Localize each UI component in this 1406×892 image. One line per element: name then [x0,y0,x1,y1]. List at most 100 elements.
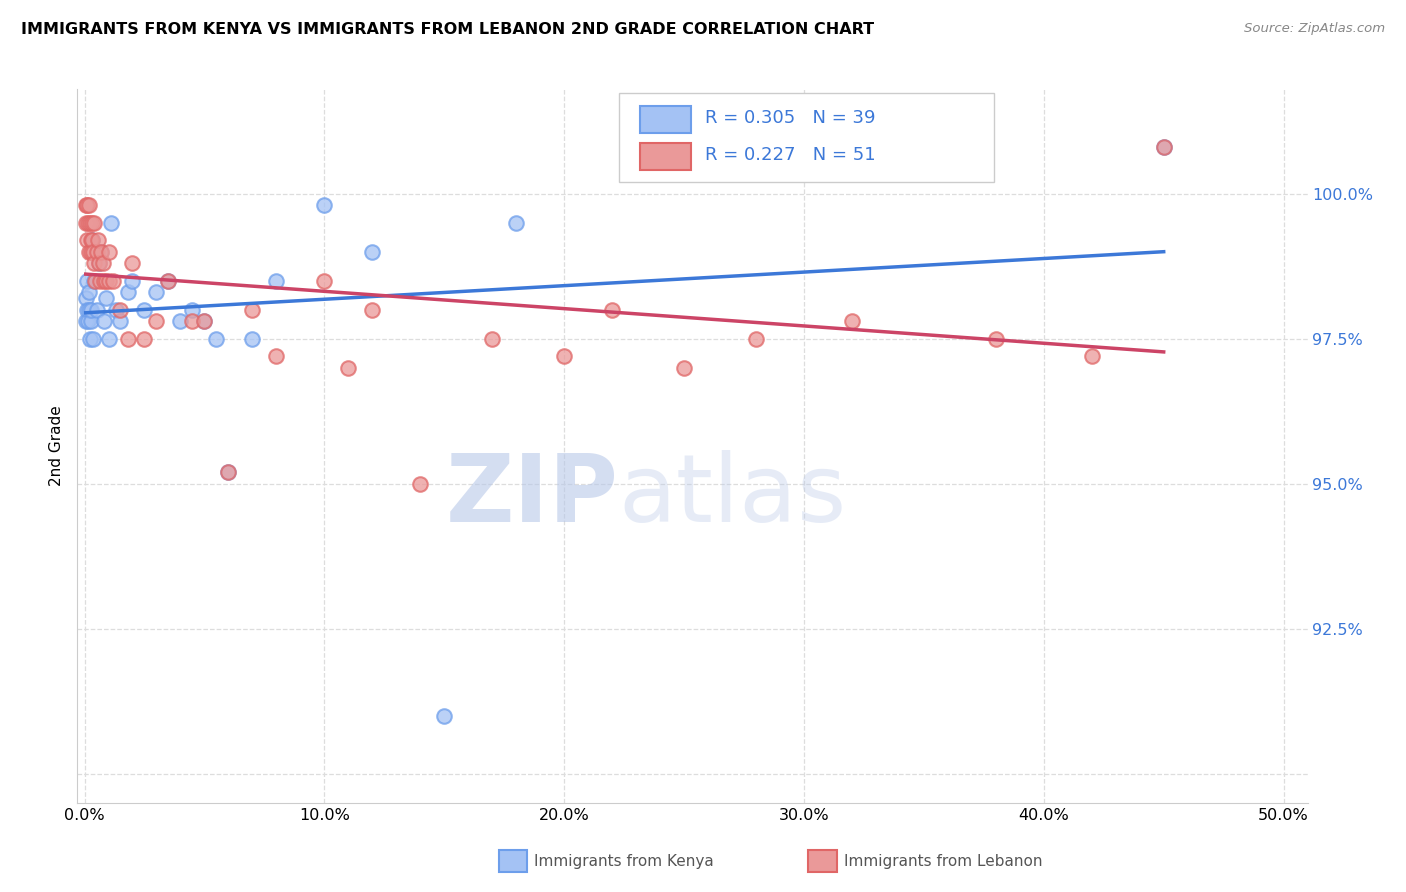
Point [409,476,432,491]
Point [75,198,97,212]
Point [841,314,863,328]
Point [97,244,120,259]
Point [84,274,107,288]
Point [217,465,239,479]
Point [83,216,105,230]
Point [86,233,108,247]
Point [80,302,103,317]
Point [76,302,98,317]
Point [75,291,97,305]
Point [361,244,384,259]
FancyBboxPatch shape [619,93,994,182]
Point [93,314,115,328]
Point [553,349,575,363]
Point [145,285,167,300]
Text: Source: ZipAtlas.com: Source: ZipAtlas.com [1244,22,1385,36]
Point [110,314,132,328]
Y-axis label: 2nd Grade: 2nd Grade [49,406,65,486]
Point [80,233,103,247]
Point [673,360,696,375]
Point [79,198,101,212]
Point [79,216,101,230]
Point [76,233,98,247]
Point [75,216,97,230]
Text: Immigrants from Lebanon: Immigrants from Lebanon [844,854,1042,869]
Point [984,332,1007,346]
Point [80,244,103,259]
Point [169,314,191,328]
Point [600,302,623,317]
Point [93,274,115,288]
Point [77,285,100,300]
Point [82,332,104,346]
Point [104,302,127,317]
Point [76,198,98,212]
FancyBboxPatch shape [640,143,692,170]
Point [103,274,125,288]
Point [79,302,101,317]
Point [75,314,97,328]
Point [91,256,114,270]
Point [1080,349,1102,363]
Point [121,274,143,288]
Point [83,256,105,270]
Point [181,314,204,328]
Point [314,274,336,288]
Point [77,216,100,230]
Point [481,332,503,346]
Point [134,302,156,317]
Point [87,256,110,270]
Point [157,274,180,288]
Point [97,274,120,288]
Point [79,314,101,328]
Point [314,198,336,212]
Point [77,314,100,328]
Point [94,291,117,305]
Point [1153,140,1175,154]
FancyBboxPatch shape [640,106,692,133]
Point [193,314,215,328]
Point [82,233,104,247]
Point [87,256,110,270]
Point [745,332,768,346]
Text: atlas: atlas [619,450,846,542]
Point [217,465,239,479]
Point [505,216,527,230]
Point [82,244,104,259]
Point [117,285,139,300]
Point [94,274,117,288]
Point [433,708,456,723]
Point [134,332,156,346]
Point [1153,140,1175,154]
Text: IMMIGRANTS FROM KENYA VS IMMIGRANTS FROM LEBANON 2ND GRADE CORRELATION CHART: IMMIGRANTS FROM KENYA VS IMMIGRANTS FROM… [21,22,875,37]
Point [157,274,180,288]
Point [117,332,139,346]
Point [97,332,120,346]
Point [361,302,384,317]
Text: Immigrants from Kenya: Immigrants from Kenya [534,854,714,869]
Point [79,332,101,346]
Point [90,244,112,259]
Point [242,332,264,346]
Point [193,314,215,328]
Point [79,233,101,247]
Text: R = 0.227   N = 51: R = 0.227 N = 51 [704,146,876,164]
Point [86,244,108,259]
Point [242,302,264,317]
Point [80,216,103,230]
Point [337,360,360,375]
Point [145,314,167,328]
Point [205,332,228,346]
Point [266,349,288,363]
Point [77,244,100,259]
Point [100,216,122,230]
Point [181,302,204,317]
Point [76,274,98,288]
Point [89,274,111,288]
Point [83,274,105,288]
Point [121,256,143,270]
Text: ZIP: ZIP [446,450,619,542]
Point [110,302,132,317]
Text: R = 0.305   N = 39: R = 0.305 N = 39 [704,109,876,127]
Point [90,244,112,259]
